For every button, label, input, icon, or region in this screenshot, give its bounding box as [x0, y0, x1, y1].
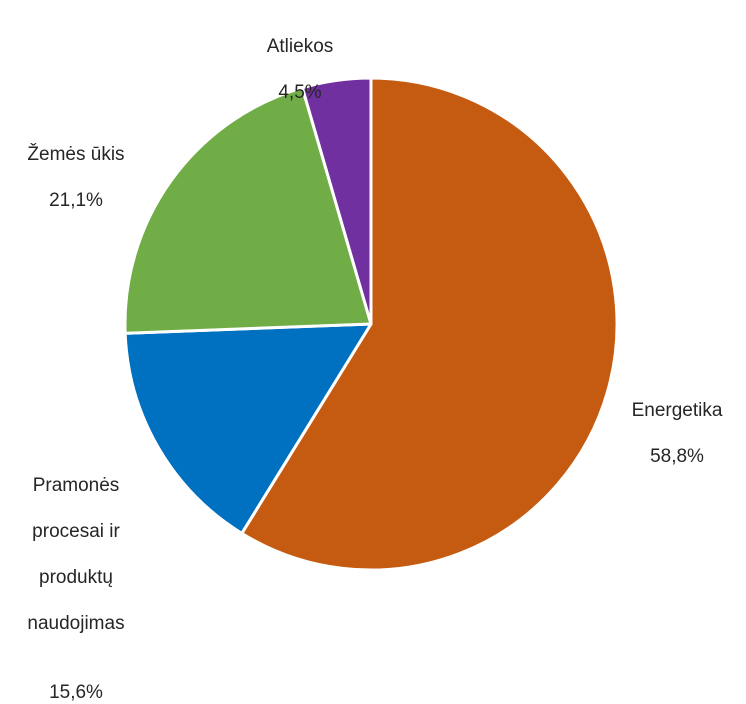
label-atliekos-name: Atliekos: [266, 36, 334, 57]
label-energetika-value: 58,8%: [650, 446, 704, 467]
label-energetika-name: Energetika: [631, 400, 723, 421]
label-pramones-value: 15,6%: [49, 682, 103, 703]
label-pramones-name: Pramonės procesai ir produktų naudojimas: [27, 475, 124, 634]
label-energetika: Energetika 58,8%: [618, 376, 736, 468]
label-pramones: Pramonės procesai ir produktų naudojimas…: [6, 428, 146, 704]
label-zemes-ukis-name: Žemės ūkis: [27, 144, 125, 165]
pie-slice-0: [240, 76, 619, 572]
label-atliekos: Atliekos 4,5%: [240, 12, 360, 104]
label-zemes-ukis: Žemės ūkis 21,1%: [14, 120, 138, 212]
label-zemes-ukis-value: 21,1%: [49, 190, 103, 211]
pie-slice-2: [123, 86, 373, 335]
pie-slice-1: [123, 322, 373, 535]
label-pramones-line-1: Pramonės: [32, 475, 120, 496]
label-atliekos-value: 4,5%: [278, 82, 322, 103]
pie-svg: [123, 76, 619, 572]
label-pramones-line-3: produktų: [39, 567, 113, 588]
label-pramones-line-2: procesai ir: [32, 521, 120, 542]
pie-slice-3: [300, 76, 373, 326]
label-pramones-line-4: naudojimas: [27, 613, 125, 634]
pie-chart: Energetika 58,8% Pramonės procesai ir pr…: [14, 12, 736, 703]
